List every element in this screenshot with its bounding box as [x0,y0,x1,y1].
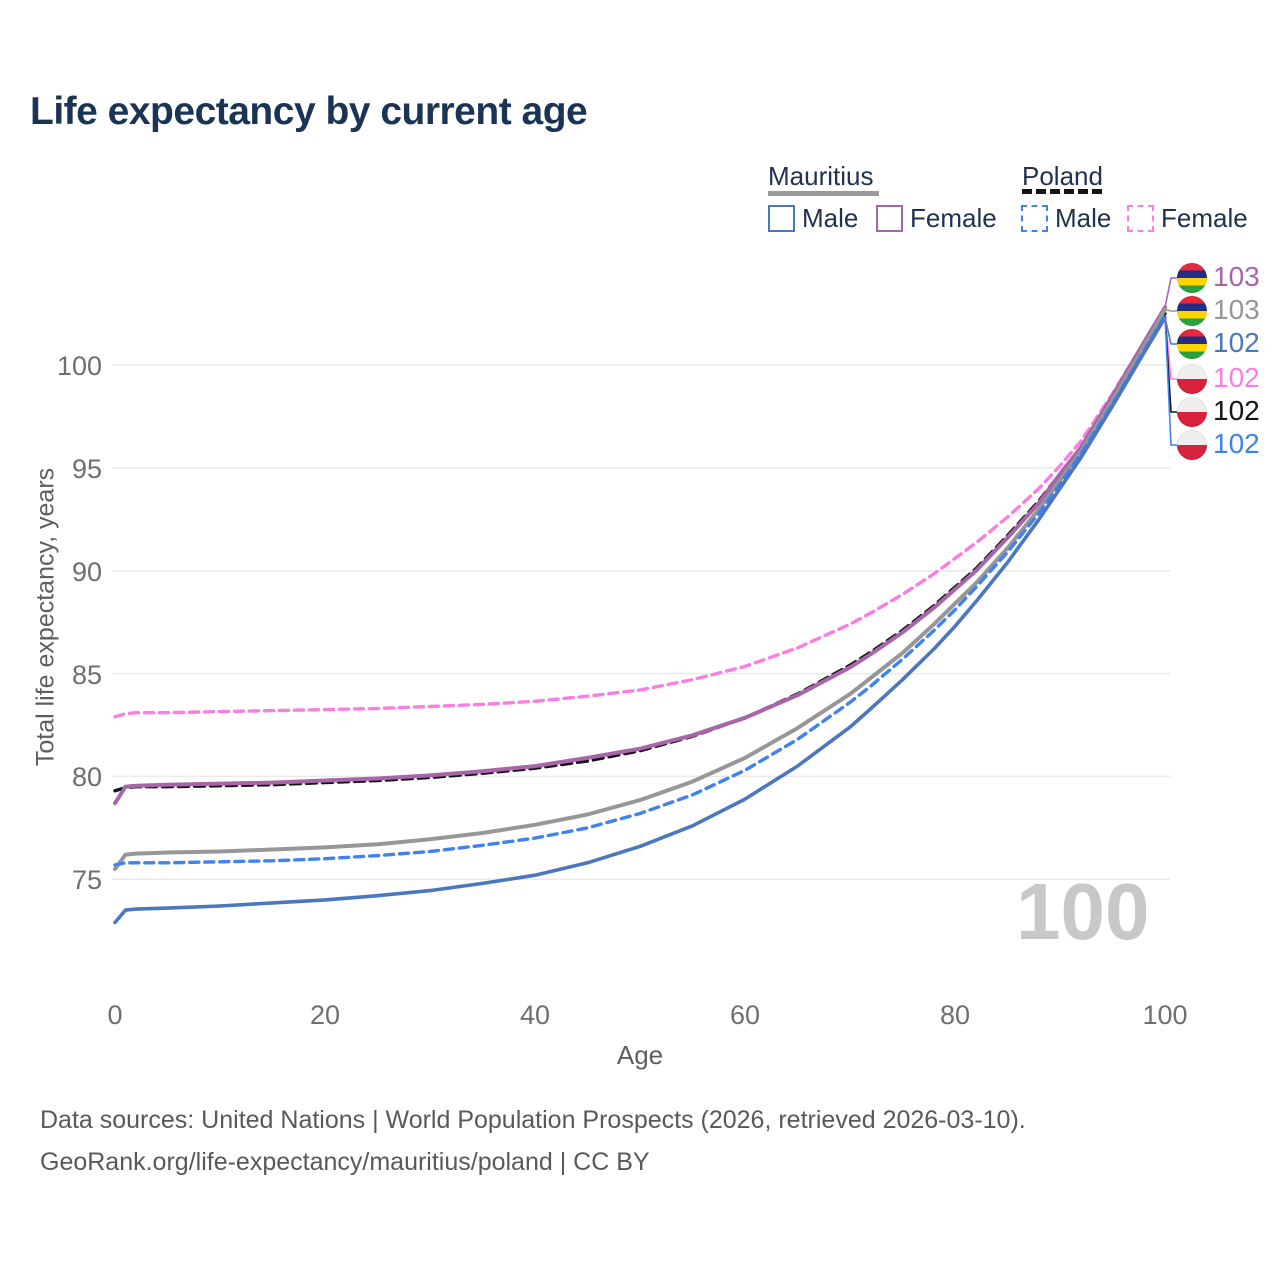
x-tick-100: 100 [1142,1000,1188,1030]
attribution-line: GeoRank.org/life-expectancy/mauritius/po… [40,1148,650,1176]
poland-flag-icon [1177,430,1207,460]
end-label-connector-mauritius_male [1164,317,1177,345]
x-tick-0: 0 [107,1000,123,1030]
legend-swatch-mauritius-female[interactable] [876,205,903,232]
y-tick-85: 85 [71,659,102,690]
age-watermark: 100 [1016,867,1150,956]
x-tick-60: 60 [729,1000,761,1030]
legend-label-mauritius-male[interactable]: Male [802,203,859,233]
end-value-poland_male: 102 [1213,428,1260,459]
y-tick-90: 90 [71,556,102,587]
legend-label-poland-male[interactable]: Male [1055,203,1112,233]
legend-mauritius-line-sample [768,191,879,196]
x-tick-20: 20 [309,1000,341,1030]
end-value-mauritius_male: 102 [1213,327,1260,358]
series-line-mauritius_male[interactable] [113,315,1167,925]
end-value-poland_female: 102 [1213,362,1260,393]
x-tick-80: 80 [939,1000,971,1030]
legend-swatch-poland-female[interactable] [1127,205,1154,232]
series-line-poland_all[interactable] [113,311,1167,793]
legend-group-poland[interactable]: Poland [1022,161,1103,191]
end-value-mauritius_all: 103 [1213,294,1260,325]
mauritius-flag-icon [1177,329,1207,359]
y-tick-80: 80 [71,762,102,793]
series-line-poland_female[interactable] [113,311,1167,719]
legend-swatch-mauritius-male[interactable] [768,205,795,232]
end-label-connector-mauritius_female [1164,277,1177,308]
end-value-mauritius_female: 103 [1213,261,1260,292]
poland-flag-icon [1177,364,1207,394]
mauritius-flag-icon [1177,263,1207,293]
end-label-connector-poland_male [1164,315,1177,446]
legend-label-mauritius-female[interactable]: Female [910,203,997,233]
end-value-poland_all: 102 [1213,395,1260,426]
mauritius-flag-icon [1177,296,1207,326]
series-line-mauritius_female[interactable] [113,305,1167,806]
legend-poland-line-sample [1022,189,1102,194]
chart-title: Life expectancy by current age [30,90,588,133]
series-line-mauritius_all[interactable] [113,307,1167,871]
y-tick-75: 75 [71,865,102,896]
y-tick-95: 95 [71,453,102,484]
poland-flag-icon [1177,397,1207,427]
y-tick-100: 100 [56,351,102,381]
data-source-line: Data sources: United Nations | World Pop… [40,1106,1026,1134]
legend-group-mauritius[interactable]: Mauritius [768,161,874,191]
end-label-connector-mauritius_all [1164,308,1177,312]
x-tick-40: 40 [519,1000,551,1030]
series-line-poland_male[interactable] [113,313,1167,867]
legend-swatch-poland-male[interactable] [1021,205,1048,232]
legend-label-poland-female[interactable]: Female [1161,203,1248,233]
x-axis-title: Age [616,1040,664,1070]
